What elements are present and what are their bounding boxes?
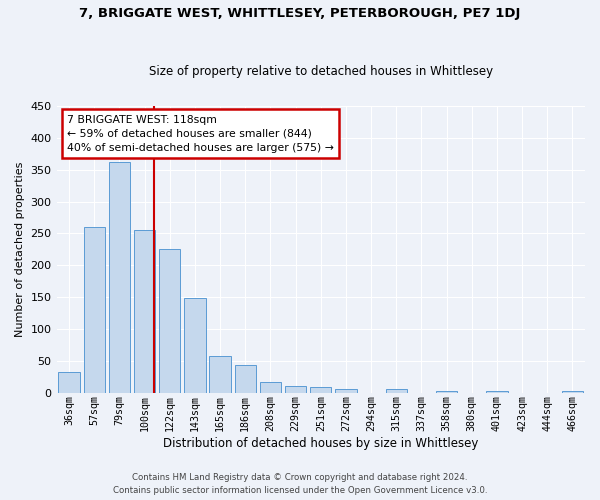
Y-axis label: Number of detached properties: Number of detached properties: [15, 162, 25, 337]
Bar: [159, 250, 181, 392]
Bar: [134, 230, 155, 392]
Text: Contains HM Land Registry data © Crown copyright and database right 2024.
Contai: Contains HM Land Registry data © Crown c…: [113, 474, 487, 495]
Bar: [58, 372, 80, 392]
Bar: [335, 389, 356, 392]
Bar: [109, 162, 130, 392]
Bar: [436, 391, 457, 392]
Bar: [235, 366, 256, 392]
Bar: [184, 298, 206, 392]
Text: 7, BRIGGATE WEST, WHITTLESEY, PETERBOROUGH, PE7 1DJ: 7, BRIGGATE WEST, WHITTLESEY, PETERBOROU…: [79, 8, 521, 20]
Bar: [386, 389, 407, 392]
Bar: [562, 391, 583, 392]
X-axis label: Distribution of detached houses by size in Whittlesey: Distribution of detached houses by size …: [163, 437, 478, 450]
Bar: [209, 356, 231, 392]
Title: Size of property relative to detached houses in Whittlesey: Size of property relative to detached ho…: [149, 66, 493, 78]
Bar: [83, 227, 105, 392]
Bar: [486, 391, 508, 392]
Bar: [260, 382, 281, 392]
Bar: [310, 387, 331, 392]
Bar: [285, 386, 307, 392]
Text: 7 BRIGGATE WEST: 118sqm
← 59% of detached houses are smaller (844)
40% of semi-d: 7 BRIGGATE WEST: 118sqm ← 59% of detache…: [67, 114, 334, 152]
